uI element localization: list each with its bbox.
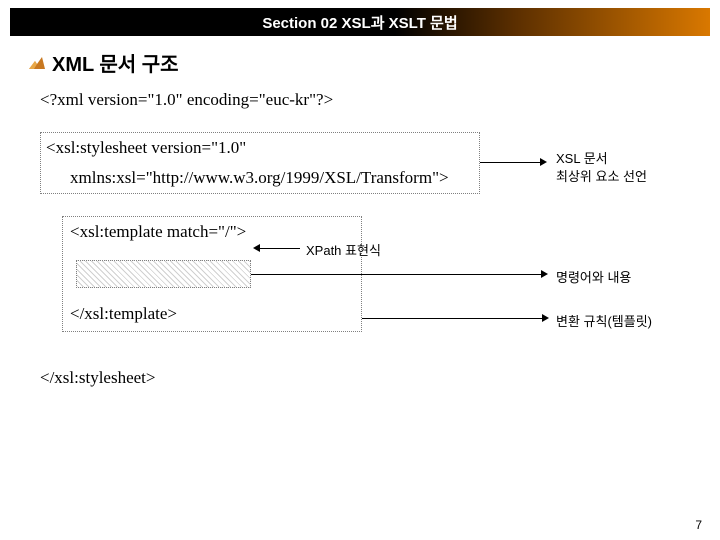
- arrow-xsl-doc: [480, 162, 540, 163]
- code-template-open: <xsl:template match="/">: [70, 222, 246, 242]
- arrow-head-template: [542, 314, 549, 322]
- annot-xpath: XPath 표현식: [306, 240, 381, 259]
- arrow-head-xsl-doc: [540, 158, 547, 166]
- section-title-text: Section 02 XSL과 XSLT 문법: [262, 12, 457, 33]
- diagram-area: <?xml version="1.0" encoding="euc-kr"?> …: [40, 90, 680, 470]
- arrow-head-xpath: [253, 244, 260, 252]
- sub-heading: XML 문서 구조: [28, 48, 179, 77]
- code-stylesheet-close: </xsl:stylesheet>: [40, 368, 156, 388]
- box-command-content: [76, 260, 251, 288]
- bullet-icon: [28, 55, 46, 71]
- annot-xsl-doc-2: 최상위 요소 선언: [556, 166, 647, 185]
- annot-template: 변환 규칙(템플릿): [556, 311, 652, 330]
- sub-heading-text: XML 문서 구조: [52, 48, 179, 77]
- code-stylesheet-open-2: xmlns:xsl="http://www.w3.org/1999/XSL/Tr…: [70, 168, 449, 188]
- code-template-close: </xsl:template>: [70, 304, 177, 324]
- code-stylesheet-open-1: <xsl:stylesheet version="1.0": [46, 138, 246, 158]
- arrow-template: [362, 318, 542, 319]
- arrow-xpath: [260, 248, 300, 249]
- page-number: 7: [695, 518, 702, 532]
- arrow-head-cmd: [541, 270, 548, 278]
- arrow-cmd: [251, 274, 541, 275]
- annot-cmd: 명령어와 내용: [556, 267, 631, 286]
- annot-xsl-doc-1: XSL 문서: [556, 148, 608, 167]
- code-xml-decl: <?xml version="1.0" encoding="euc-kr"?>: [40, 90, 333, 110]
- section-title-bar: Section 02 XSL과 XSLT 문법: [10, 8, 710, 36]
